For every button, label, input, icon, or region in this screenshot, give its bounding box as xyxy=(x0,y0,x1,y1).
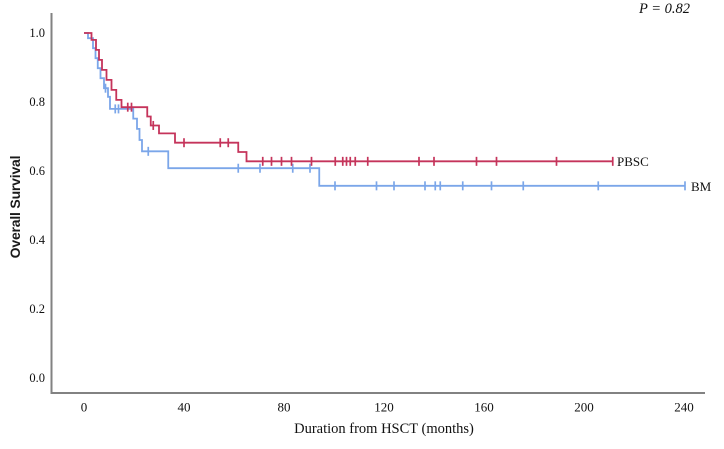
x-tick-label: 80 xyxy=(278,400,291,415)
x-tick-label: 160 xyxy=(474,400,494,415)
y-axis-title: Overall Survival xyxy=(7,155,23,259)
x-tick-labels: 0 40 80 120 160 200 240 xyxy=(81,400,694,415)
y-tick-label: 0.0 xyxy=(29,371,45,385)
p-value-annotation: P = 0.82 xyxy=(638,1,690,17)
censor-marks-bm xyxy=(104,83,686,191)
survival-curve-bm xyxy=(84,32,685,187)
series-bm xyxy=(84,32,686,191)
survival-curve-pbsc xyxy=(84,32,613,163)
series-pbsc xyxy=(84,32,614,166)
x-tick-label: 200 xyxy=(574,400,594,415)
x-tick-label: 120 xyxy=(374,400,394,415)
y-tick-label: 1.0 xyxy=(29,26,45,40)
x-tick-label: 40 xyxy=(178,400,191,415)
y-tick-label: 0.6 xyxy=(29,164,45,178)
series-label-bm: BM xyxy=(691,179,712,194)
series-label-pbsc: PBSC xyxy=(617,154,649,169)
axis-lines xyxy=(50,13,705,394)
x-tick-label: 0 xyxy=(81,400,88,415)
y-tick-labels: 0.0 0.2 0.4 0.6 0.8 1.0 xyxy=(29,26,45,385)
y-tick-label: 0.2 xyxy=(29,302,45,316)
censor-marks-pbsc xyxy=(126,102,614,166)
x-axis-title: Duration from HSCT (months) xyxy=(294,421,474,437)
y-tick-label: 0.8 xyxy=(29,95,45,109)
y-tick-label: 0.4 xyxy=(29,233,45,247)
x-tick-label: 240 xyxy=(674,400,694,415)
